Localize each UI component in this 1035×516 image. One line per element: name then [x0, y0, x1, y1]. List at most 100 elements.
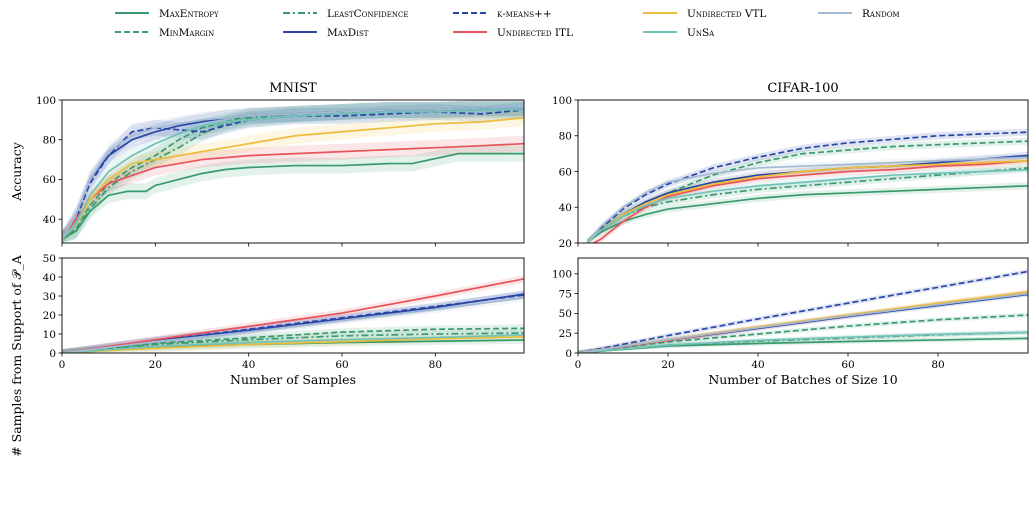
axes-frame — [61, 257, 525, 354]
y-axis-label: # Samples from Support of 𝒫_A — [9, 254, 24, 457]
series-line-undirected-vtl — [62, 336, 524, 353]
plot-area — [586, 128, 1028, 243]
series-line-random — [62, 297, 524, 353]
series-line-undirected-itl — [62, 278, 524, 353]
y-tick-label: 80 — [43, 135, 56, 147]
legend-label: MinMargin — [159, 27, 214, 39]
series-line-unsa — [62, 109, 524, 240]
y-tick-label: 0 — [565, 348, 572, 360]
series-line-maxentropy — [62, 152, 524, 240]
series-line-k-means — [578, 270, 1028, 353]
y-tick-label: 100 — [36, 95, 56, 107]
legend-label: LeastConfidence — [327, 8, 408, 20]
series-line-leastconfidence — [62, 332, 524, 353]
legend-entry-undirected-vtl: Undirected VTL — [643, 8, 766, 20]
chart-title: CIFAR-100 — [767, 81, 838, 96]
x-tick-label: 0 — [575, 359, 582, 371]
series-line-k-means — [62, 109, 524, 240]
x-axis-label: Number of Samples — [230, 372, 356, 387]
series-line-undirected-itl — [62, 142, 524, 240]
series-line-k-means — [586, 131, 1028, 243]
y-tick-label: 100 — [552, 95, 572, 107]
x-tick-label: 80 — [931, 359, 944, 371]
band-maxentropy — [62, 336, 524, 353]
y-tick-label: 80 — [559, 131, 572, 143]
legend-entry-minmargin: MinMargin — [115, 27, 214, 39]
series-line-random — [586, 156, 1028, 243]
y-tick-label: 60 — [43, 174, 56, 186]
chart-title: MNIST — [269, 81, 317, 96]
series-line-minmargin — [62, 109, 524, 240]
x-tick-label: 0 — [59, 359, 66, 371]
band-k-means — [62, 101, 524, 243]
series-line-random — [62, 107, 524, 240]
y-tick-label: 50 — [43, 253, 56, 265]
chart-panels: 406080100MNISTAccuracy20406080100CIFAR-1… — [9, 81, 1029, 457]
y-tick-label: 60 — [559, 166, 572, 178]
legend-entry-maxdist: MaxDist — [283, 27, 369, 39]
y-tick-label: 30 — [43, 291, 56, 303]
legend-label: Undirected ITL — [497, 27, 573, 39]
legend-label: k-means++ — [497, 8, 552, 20]
series-line-k-means — [62, 294, 524, 353]
band-maxdist — [587, 151, 1028, 243]
band-maxentropy — [62, 145, 524, 243]
panel-cifar-support: 0 25 50 75 100 0 20 40 60 80 Number of Batches of … — [552, 257, 1029, 387]
plot-area — [62, 275, 524, 353]
legend-label: Random — [862, 8, 900, 20]
y-tick-label: 25 — [559, 328, 572, 340]
legend: MaxEntropy MinMargin LeastConfidence MaxDis… — [115, 8, 900, 39]
legend-entry-undirected-itl: Undirected ITL — [453, 27, 573, 39]
x-tick-label: 80 — [429, 359, 442, 371]
y-tick-label: 75 — [559, 288, 572, 300]
x-tick-label: 40 — [242, 359, 255, 371]
band-minmargin — [62, 101, 524, 243]
plot-area — [62, 100, 524, 243]
series-line-undirected-itl — [591, 159, 1028, 243]
y-tick-label: 20 — [43, 310, 56, 322]
series-line-minmargin — [578, 314, 1028, 353]
panel-mnist-accuracy: 40 60 80 100 MNIST Accuracy — [9, 81, 525, 247]
y-tick-label: 100 — [552, 269, 572, 281]
plot-area — [578, 269, 1028, 353]
legend-entry-k-means: k-means++ — [453, 8, 552, 20]
y-tick-label: 50 — [559, 308, 572, 320]
series-line-minmargin — [62, 327, 524, 353]
legend-entry-leastconfidence: LeastConfidence — [283, 8, 408, 20]
y-tick-label: 10 — [43, 329, 56, 341]
y-tick-label: 20 — [559, 238, 572, 250]
y-tick-label: 0 — [49, 348, 56, 360]
legend-entry-unsa: UnSa — [643, 27, 715, 39]
band-unsa — [62, 101, 524, 243]
x-tick-label: 60 — [335, 359, 348, 371]
band-undirected-itl — [62, 135, 524, 243]
legend-label: MaxEntropy — [159, 8, 219, 20]
legend-label: MaxDist — [327, 27, 369, 39]
x-tick-label: 20 — [661, 359, 674, 371]
panel-cifar-accuracy: 20 40 60 80 100 CIFAR-100 — [552, 81, 1029, 250]
x-tick-label: 60 — [841, 359, 854, 371]
legend-entry-maxentropy: MaxEntropy — [115, 8, 219, 20]
axes-frame — [61, 99, 525, 244]
band-undirected-itl — [62, 275, 524, 353]
legend-label: UnSa — [687, 27, 715, 39]
series-line-random — [578, 292, 1028, 353]
panel-mnist-support: 0 10 20 30 40 50 0 20 40 60 80 Number of Samples # S… — [9, 253, 525, 457]
y-axis-label: Accuracy — [9, 141, 24, 202]
axes-frame — [577, 257, 1029, 354]
x-tick-label: 40 — [751, 359, 764, 371]
series-line-undirected-vtl — [586, 159, 1028, 243]
y-tick-label: 40 — [43, 214, 56, 226]
series-line-unsa — [578, 331, 1028, 353]
series-line-undirected-vtl — [62, 117, 524, 240]
series-line-unsa — [586, 168, 1028, 243]
series-line-unsa — [62, 334, 524, 353]
legend-label: Undirected VTL — [687, 8, 766, 20]
y-tick-label: 40 — [559, 202, 572, 214]
y-tick-label: 40 — [43, 272, 56, 284]
legend-entry-random: Random — [818, 8, 900, 20]
x-axis-label: Number of Batches of Size 10 — [708, 372, 897, 387]
band-minmargin — [578, 312, 1028, 353]
x-tick-label: 20 — [149, 359, 162, 371]
